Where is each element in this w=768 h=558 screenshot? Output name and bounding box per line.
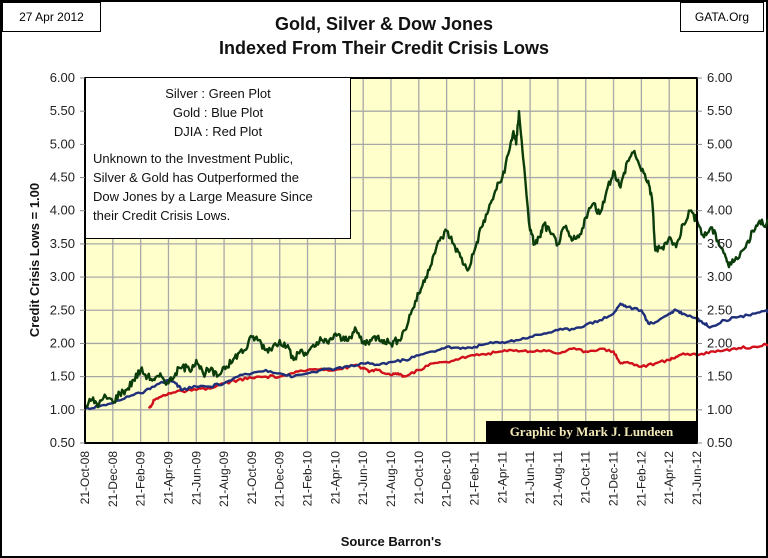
y-tick-label: 2.00 [50, 335, 75, 350]
x-tick-label: 21-Feb-09 [134, 451, 148, 507]
legend-note-line: Unknown to the Investment Public, [93, 151, 294, 166]
x-tick-label: 21-Feb-10 [301, 451, 315, 507]
chart-title-line2: Indexed From Their Credit Crisis Lows [218, 38, 550, 58]
x-tick-label: 21-Dec-11 [607, 451, 621, 506]
series-line-djia [147, 342, 768, 410]
series-layer [84, 109, 768, 411]
y-tick-label: 6.00 [707, 70, 732, 85]
x-tick-label: 21-Aug-10 [384, 451, 398, 507]
x-tick-label: 21-Dec-08 [106, 451, 120, 507]
y-tick-label: 2.50 [707, 302, 732, 317]
y-tick-label: 1.00 [707, 402, 732, 417]
y-tick-label: 5.50 [707, 103, 732, 118]
legend-note-line: Silver & Gold has Outperformed the [93, 170, 299, 185]
y-tick-label: 2.50 [50, 302, 75, 317]
y-tick-label: 3.00 [707, 269, 732, 284]
x-tick-label: 21-Apr-11 [495, 451, 509, 504]
x-tick-label: 21-Oct-08 [78, 451, 92, 505]
x-tick-label: 21-Aug-09 [217, 451, 231, 507]
x-tick-label: 21-Oct-11 [579, 451, 593, 504]
y-tick-label: 5.50 [50, 103, 75, 118]
x-tick-label: 21-Dec-10 [440, 451, 454, 507]
series-line-silver [84, 109, 768, 409]
legend-gold: Gold : Blue Plot [172, 105, 264, 120]
y-axis-left: 0.50 1.00 1.50 2.00 2.50 3.00 3.50 4.00 4.50 5.00… [50, 70, 85, 450]
y-axis-right: 0.50 1.00 1.50 2.00 2.50 3.00 3.50 4.00 4.50 5.00… [697, 70, 732, 450]
plot-border [84, 77, 698, 444]
x-axis-title: Source Barron's [341, 534, 442, 549]
credit-label: Graphic by Mark J. Lundeen [486, 421, 697, 443]
x-tick-label: 21-Dec-09 [273, 451, 287, 507]
legend-box: Silver : Green Plot Gold : Blue Plot DJI… [85, 77, 351, 239]
y-tick-label: 4.50 [50, 170, 75, 185]
legend-silver: Silver : Green Plot [165, 86, 271, 101]
x-tick-label: 21-Aug-11 [551, 451, 565, 506]
y-tick-label: 0.50 [707, 435, 732, 450]
legend-djia: DJIA : Red Plot [173, 124, 263, 139]
legend-note-line: Dow Jones by a Large Measure Since [93, 189, 313, 204]
y-tick-label: 5.00 [50, 136, 75, 151]
x-tick-label: 21-Feb-12 [634, 451, 648, 507]
y-tick-label: 1.00 [50, 402, 75, 417]
y-tick-label: 2.00 [707, 335, 732, 350]
y-tick-label: 3.00 [50, 269, 75, 284]
y-tick-label: 3.50 [50, 236, 75, 251]
legend-note-line: their Credit Crisis Lows. [93, 208, 231, 223]
y-tick-label: 6.00 [50, 70, 75, 85]
x-tick-label: 21-Oct-09 [245, 451, 259, 505]
y-tick-label: 5.00 [707, 136, 732, 151]
y-tick-label: 1.50 [50, 369, 75, 384]
date-label: 27 Apr 2012 [2, 2, 101, 32]
x-tick-label: 21-Apr-12 [662, 451, 676, 505]
y-tick-label: 4.00 [707, 203, 732, 218]
x-tick-label: 21-Oct-10 [412, 451, 426, 505]
x-axis: 21-Oct-08 21-Dec-08 21-Feb-09 21-Apr-09 21-J… [78, 451, 704, 507]
y-tick-label: 3.50 [707, 236, 732, 251]
x-tick-label: 21-Feb-11 [467, 451, 481, 506]
y-tick-label: 0.50 [50, 435, 75, 450]
x-tick-label: 21-Apr-09 [161, 451, 175, 505]
x-tick-label: 21-Jun-10 [356, 451, 370, 505]
y-tick-label: 4.50 [707, 170, 732, 185]
x-tick-label: 21-Jun-11 [523, 451, 537, 504]
y-tick-label: 1.50 [707, 369, 732, 384]
y-tick-label: 4.00 [50, 203, 75, 218]
x-tick-label: 21-Jun-09 [189, 451, 203, 505]
chart-title-line1: Gold, Silver & Dow Jones [274, 14, 494, 34]
site-label: GATA.Org [680, 2, 764, 32]
series-line-gold [84, 302, 768, 411]
x-tick-label: 21-Jun-12 [690, 451, 704, 505]
x-tick-label: 21-Apr-10 [328, 451, 342, 505]
y-axis-title: Credit Crisis Lows = 1.00 [27, 183, 42, 337]
